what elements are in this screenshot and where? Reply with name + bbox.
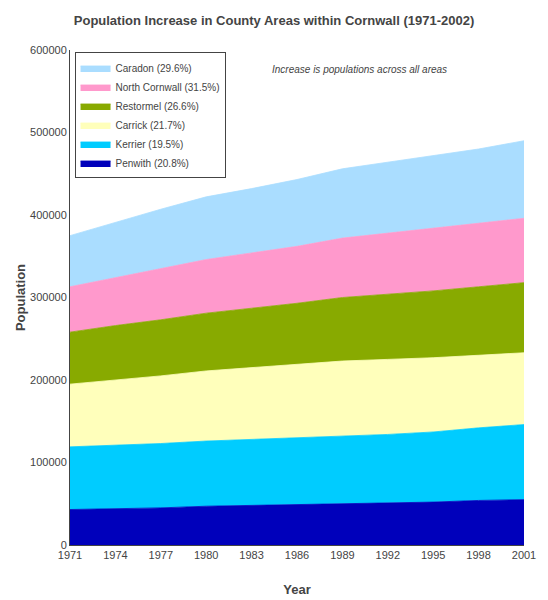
svg-text:North Cornwall (31.5%): North Cornwall (31.5%) [116,82,220,93]
svg-text:1989: 1989 [330,549,354,561]
svg-text:1986: 1986 [285,549,309,561]
svg-text:Population Increase in County: Population Increase in County Areas with… [74,13,474,28]
svg-text:0: 0 [61,539,67,551]
svg-text:300000: 300000 [30,291,67,303]
svg-text:1992: 1992 [376,549,400,561]
svg-text:100000: 100000 [30,456,67,468]
svg-text:1995: 1995 [421,549,445,561]
svg-text:Increase is populations across: Increase is populations across all areas [272,64,447,75]
svg-text:200000: 200000 [30,374,67,386]
svg-text:Population: Population [13,264,28,331]
svg-text:1974: 1974 [103,549,127,561]
svg-text:600000: 600000 [30,44,67,56]
svg-text:Restormel (26.6%): Restormel (26.6%) [116,101,199,112]
svg-text:Kerrier (19.5%): Kerrier (19.5%) [116,139,184,150]
svg-text:1971: 1971 [58,549,82,561]
svg-text:Carrick (21.7%): Carrick (21.7%) [116,120,185,131]
svg-text:1980: 1980 [194,549,218,561]
svg-text:500000: 500000 [30,126,67,138]
svg-text:400000: 400000 [30,209,67,221]
svg-text:Year: Year [283,582,310,597]
svg-text:1998: 1998 [466,549,490,561]
svg-text:1977: 1977 [149,549,173,561]
svg-text:Penwith (20.8%): Penwith (20.8%) [116,158,189,169]
svg-text:Caradon (29.6%): Caradon (29.6%) [116,63,192,74]
svg-text:1983: 1983 [239,549,263,561]
svg-text:2001: 2001 [512,549,536,561]
